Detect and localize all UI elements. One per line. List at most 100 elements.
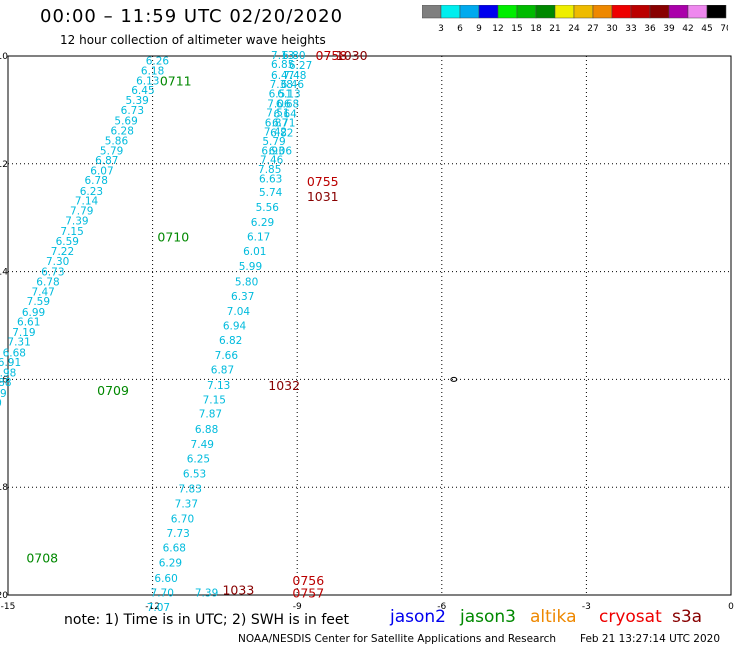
swh-value-label: 6.73: [121, 105, 144, 117]
swh-value-label: 6.37: [231, 291, 254, 303]
swh-value-label: 6.18: [141, 66, 164, 78]
lon-tick-label: -6: [437, 602, 446, 612]
lat-tick-label: -14: [0, 268, 8, 278]
swh-value-label: 6.94: [223, 321, 247, 333]
pass-time-label: 0710: [157, 230, 189, 245]
swh-value-label: 7.07: [147, 602, 170, 612]
swh-value-label: 6.29: [159, 558, 182, 570]
swh-value-label: 6.07: [90, 165, 113, 177]
swh-value-label: 6.87: [211, 365, 234, 377]
credit-text: NOAA/NESDIS Center for Satellite Applica…: [238, 633, 556, 645]
pass-time-label: 0758: [316, 48, 348, 63]
swh-value-label: 6.87: [95, 155, 118, 167]
swh-value-label: 7.22: [51, 246, 74, 258]
swh-value-label: 7.04: [227, 306, 251, 318]
island-outline: [450, 376, 458, 382]
swh-value-label: 6.06: [269, 145, 293, 157]
swh-value-label: 6.28: [111, 125, 134, 137]
swh-value-label: 7.15: [203, 394, 226, 406]
legend-label: 70: [720, 24, 728, 33]
swh-value-label: 6.80: [282, 50, 305, 62]
map-frame: [7, 55, 732, 596]
lat-tick-label: -20: [0, 591, 8, 601]
pass-time-label: 1032: [268, 378, 300, 393]
swh-value-label: 7.83: [179, 483, 202, 495]
pass-time-label: 0711: [160, 73, 192, 88]
swh-value-label: 5.74: [259, 187, 283, 199]
legend-label: 21: [549, 24, 560, 33]
legend-label: 27: [587, 24, 598, 33]
swh-value-label: 6.70: [171, 513, 194, 525]
swh-value-label: 6.80: [0, 398, 2, 410]
generated-timestamp: Feb 21 13:27:14 UTC 2020: [580, 633, 720, 645]
swh-value-label: 6.13: [277, 89, 300, 101]
legend-swatch: [706, 5, 727, 19]
swh-value-label: 6.87: [265, 117, 288, 129]
swh-value-label: 7.51: [266, 108, 289, 120]
swh-value-label: 7.47: [31, 287, 54, 299]
legend-label: 24: [568, 24, 580, 33]
swh-value-label: 7.66: [215, 350, 239, 362]
swh-value-label: 7.79: [70, 206, 93, 218]
pass-time-label: 0757: [292, 585, 324, 600]
legend-label: 30: [606, 24, 618, 33]
swh-value-label: 6.78: [36, 276, 59, 288]
map-title: 00:00 – 11:59 UTC 02/20/2020: [40, 6, 344, 27]
swh-value-label: 6.47: [271, 70, 294, 82]
wave-height-color-legend: 36912151821242730333639424570(ft): [422, 5, 728, 33]
swh-value-label: 6.25: [187, 454, 210, 466]
swh-value-label: 6.13: [136, 75, 159, 87]
lon-tick-label: 0: [728, 602, 734, 612]
swh-value-label: 7.13: [207, 380, 230, 392]
swh-value-label: 6.98: [0, 367, 16, 379]
swh-value-label: 6.26: [146, 55, 170, 67]
lat-tick-label: -18: [0, 483, 8, 493]
swh-value-label: 6.71: [272, 117, 295, 129]
swh-value-label: 6.64: [273, 109, 297, 121]
swh-value-label: 6.85: [271, 59, 294, 71]
pass-time-label: 1030: [336, 48, 368, 63]
swh-value-label: 7.59: [27, 296, 50, 308]
swh-value-label: 7.46: [260, 154, 284, 166]
lat-tick-label: -12: [0, 160, 8, 170]
lat-tick-label: -10: [0, 52, 8, 62]
legend-label: 18: [530, 24, 542, 33]
swh-value-label: 6.88: [0, 377, 12, 389]
swh-value-label: 6.68: [163, 543, 186, 555]
swh-value-label: 7.14: [75, 195, 99, 207]
satellite-label-altika: altika: [530, 607, 577, 627]
swh-value-label: 6.63: [259, 173, 282, 185]
legend-label: 36: [644, 24, 656, 33]
swh-value-label: 6.23: [80, 186, 103, 198]
lon-tick-label: -3: [582, 602, 591, 612]
legend-label: 15: [511, 24, 522, 33]
swh-value-label: 6.29: [251, 217, 274, 229]
lon-tick-label: -12: [145, 602, 160, 612]
swh-value-label: 5.56: [256, 202, 280, 214]
altimeter-map[interactable]: -15-12-9-6-30-10-12-14-16-18-206.266.186…: [0, 0, 740, 612]
swh-value-label: 6.73: [41, 267, 64, 279]
swh-value-label: 6.68: [3, 347, 26, 359]
swh-value-label: 7.06: [267, 98, 291, 110]
pass-time-label: 0708: [26, 550, 58, 565]
swh-value-label: 6.93: [261, 145, 284, 157]
legend-label: 9: [476, 24, 482, 33]
legend-label: 39: [663, 24, 675, 33]
swh-value-label: 6.78: [85, 175, 108, 187]
swh-value-label: 7.15: [60, 226, 83, 238]
swh-value-label: 7.49: [191, 439, 214, 451]
swh-value-label: 7.39: [195, 587, 218, 599]
swh-value-label: 6.17: [247, 232, 270, 244]
swh-value-label: 6.27: [289, 60, 312, 72]
satellite-label-jason2: jason2: [390, 607, 446, 627]
swh-value-label: 6.88: [195, 424, 218, 436]
swh-value-label: 5.80: [235, 276, 258, 288]
swh-value-label: 7.70: [151, 587, 174, 599]
satellite-label-cryosat: cryosat: [599, 607, 662, 627]
lon-tick-label: -15: [1, 602, 16, 612]
swh-value-label: 5.69: [114, 116, 137, 128]
swh-value-label: 7.87: [199, 408, 222, 420]
swh-value-label: 6.59: [56, 236, 79, 248]
legend-label: 42: [682, 24, 693, 33]
pass-time-label: 0709: [97, 383, 129, 398]
